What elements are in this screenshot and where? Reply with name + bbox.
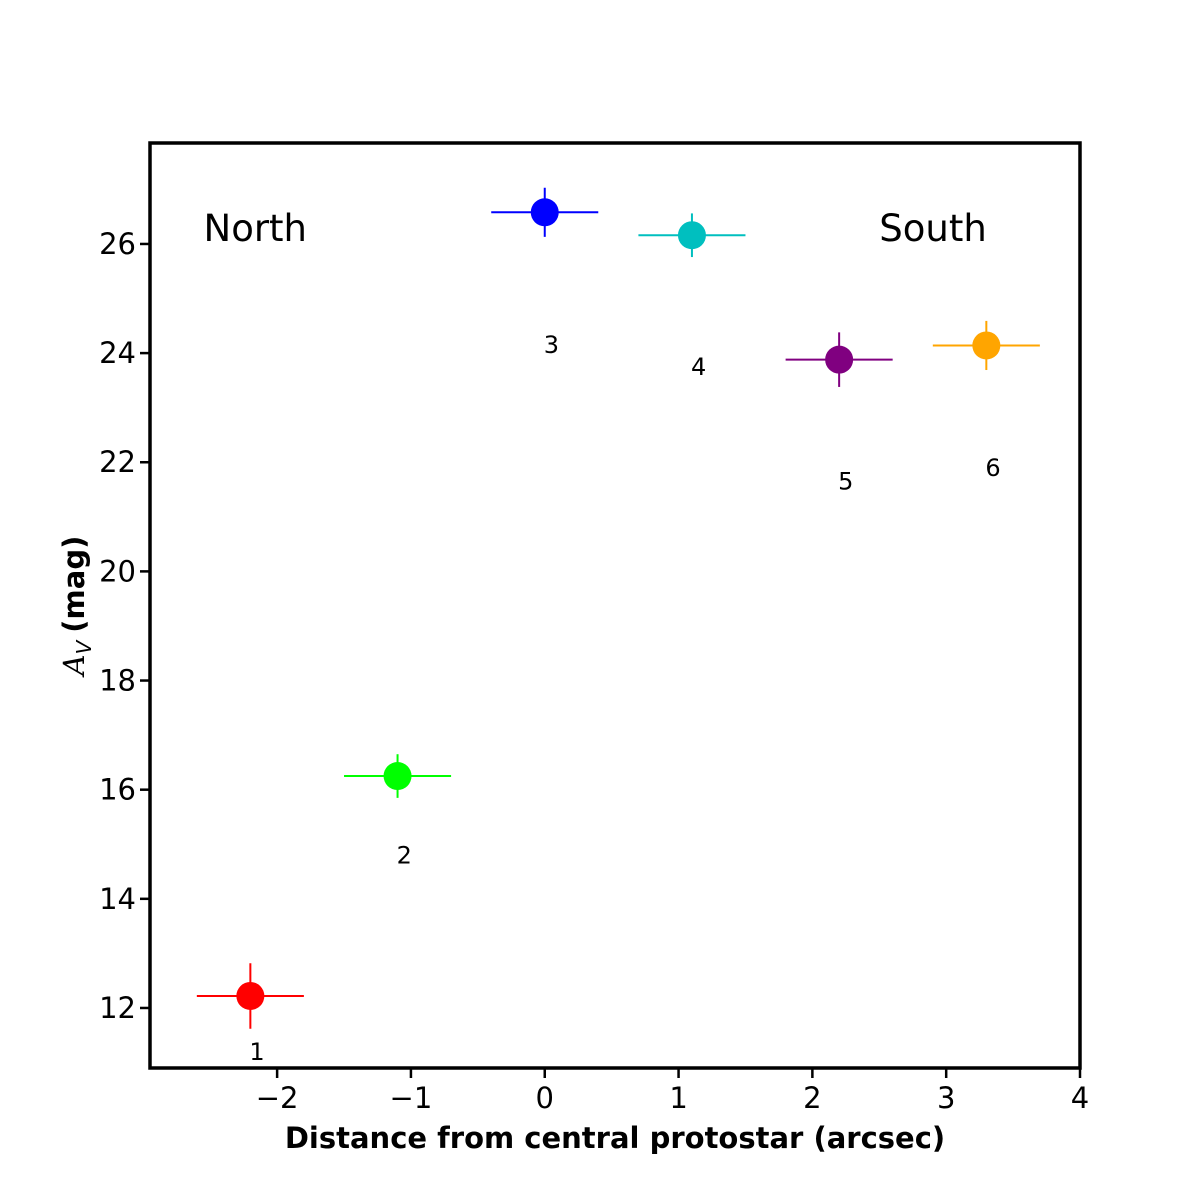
data-point	[236, 981, 265, 1010]
x-tick-label: 1	[669, 1081, 687, 1115]
data-point-group: 3	[491, 187, 599, 359]
x-tick-label: −1	[390, 1081, 433, 1115]
data-point-label: 3	[544, 331, 559, 359]
y-axis-title: AV (mag)	[57, 536, 96, 679]
x-axis-ticks: −2 −1 0 1 2 3 4	[256, 1068, 1089, 1115]
region-label: North	[204, 207, 307, 250]
y-axis-ticks: 12 14 16 18 20 22 24 26	[99, 227, 150, 1025]
plot-frame	[148, 141, 1082, 1070]
data-point	[383, 762, 412, 791]
x-tick-label: 2	[803, 1081, 821, 1115]
y-tick-label: 26	[99, 227, 136, 261]
y-tick-label: 12	[99, 991, 136, 1025]
data-point	[530, 198, 559, 227]
data-point-group: 1	[196, 963, 304, 1066]
data-point-label: 2	[397, 841, 412, 869]
data-point-group: 2	[344, 754, 452, 869]
data-point	[972, 331, 1001, 360]
data-point-group: 4	[638, 213, 746, 381]
data-point-label: 1	[249, 1038, 264, 1066]
y-axis-title-symbol: A	[57, 654, 91, 678]
plot-marks: 1 2 3 4 5 6 North South	[196, 187, 1040, 1066]
x-tick-label: 4	[1071, 1081, 1089, 1115]
y-tick-label: 20	[99, 554, 136, 588]
y-tick-label: 18	[99, 664, 136, 698]
x-tick-label: −2	[256, 1081, 299, 1115]
y-tick-label: 16	[99, 773, 136, 807]
data-point	[825, 345, 854, 374]
data-point-group: 6	[932, 320, 1040, 482]
x-tick-label: 0	[536, 1081, 554, 1115]
y-axis-title-unit: (mag)	[57, 536, 91, 633]
data-point	[677, 221, 706, 250]
y-tick-label: 22	[99, 445, 136, 479]
x-axis-title: Distance from central protostar (arcsec)	[285, 1121, 945, 1155]
y-axis-title-subscript: V	[72, 639, 96, 654]
data-point-label: 5	[838, 468, 853, 496]
y-tick-label: 24	[99, 336, 136, 370]
data-point-label: 6	[985, 454, 1000, 482]
data-point-group: 5	[785, 332, 893, 496]
y-tick-label: 14	[99, 882, 136, 916]
region-label: South	[879, 207, 987, 250]
x-tick-label: 3	[937, 1081, 955, 1115]
data-point-label: 4	[691, 353, 706, 381]
